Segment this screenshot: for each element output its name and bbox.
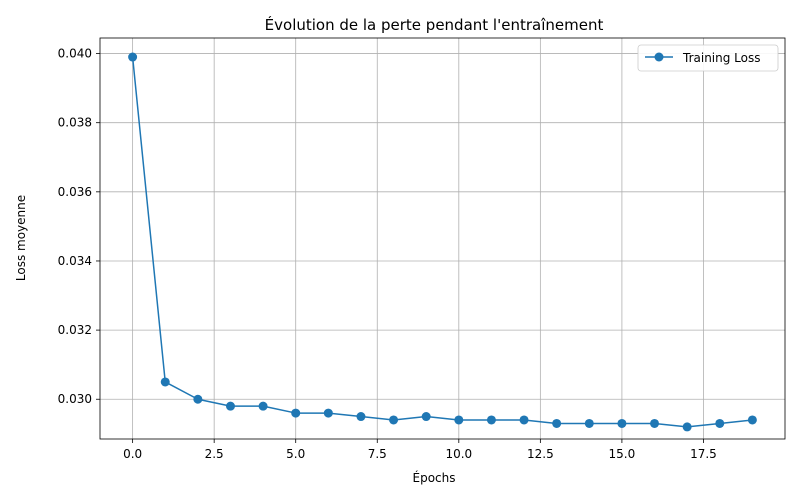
x-tick-label: 12.5: [527, 447, 554, 461]
data-point: [486, 415, 496, 425]
y-tick-label: 0.038: [58, 116, 92, 130]
data-point: [128, 52, 138, 62]
data-point: [650, 418, 660, 428]
legend-box: [637, 44, 779, 72]
data-point: [160, 377, 170, 387]
plot-area-frame: [99, 37, 786, 440]
data-point: [258, 401, 268, 411]
x-tick-label: 2.5: [205, 447, 224, 461]
series-line: [131, 56, 753, 428]
legend-label: Training Loss: [682, 51, 760, 65]
data-point: [584, 418, 594, 428]
chart-title: Évolution de la perte pendant l'entraîne…: [265, 15, 604, 34]
x-axis-label: Épochs: [413, 470, 456, 485]
data-point: [323, 408, 333, 418]
x-tick-label: 17.5: [690, 447, 717, 461]
x-tick-label: 7.5: [368, 447, 387, 461]
data-point: [519, 415, 529, 425]
series-layer: [128, 52, 757, 432]
data-point: [193, 394, 203, 404]
data-point: [747, 415, 757, 425]
data-point: [682, 422, 692, 432]
data-point: [225, 401, 235, 411]
data-point: [421, 412, 431, 422]
y-tick-label: 0.032: [58, 323, 92, 337]
y-tick-label: 0.034: [58, 254, 92, 268]
y-tick-label: 0.036: [58, 185, 92, 199]
x-tick-label: 0.0: [123, 447, 142, 461]
x-tick-label: 15.0: [609, 447, 636, 461]
y-tick-label: 0.030: [58, 392, 92, 406]
data-point: [356, 412, 366, 422]
data-point: [291, 408, 301, 418]
legend: Training Loss: [637, 44, 779, 72]
legend-marker-sample: [654, 52, 664, 62]
x-tick-label: 5.0: [286, 447, 305, 461]
data-point: [715, 418, 725, 428]
y-tick-label: 0.040: [58, 47, 92, 61]
data-point: [552, 418, 562, 428]
y-axis-label: Loss moyenne: [14, 195, 28, 281]
data-point: [389, 415, 399, 425]
x-tick-label: 10.0: [445, 447, 472, 461]
data-point: [617, 418, 627, 428]
data-point: [454, 415, 464, 425]
axis-ticks: 0.0 2.5 5.0 7.5 10.0 12.5 15.0 17.5 0.030 0.032 0.…: [58, 47, 717, 461]
